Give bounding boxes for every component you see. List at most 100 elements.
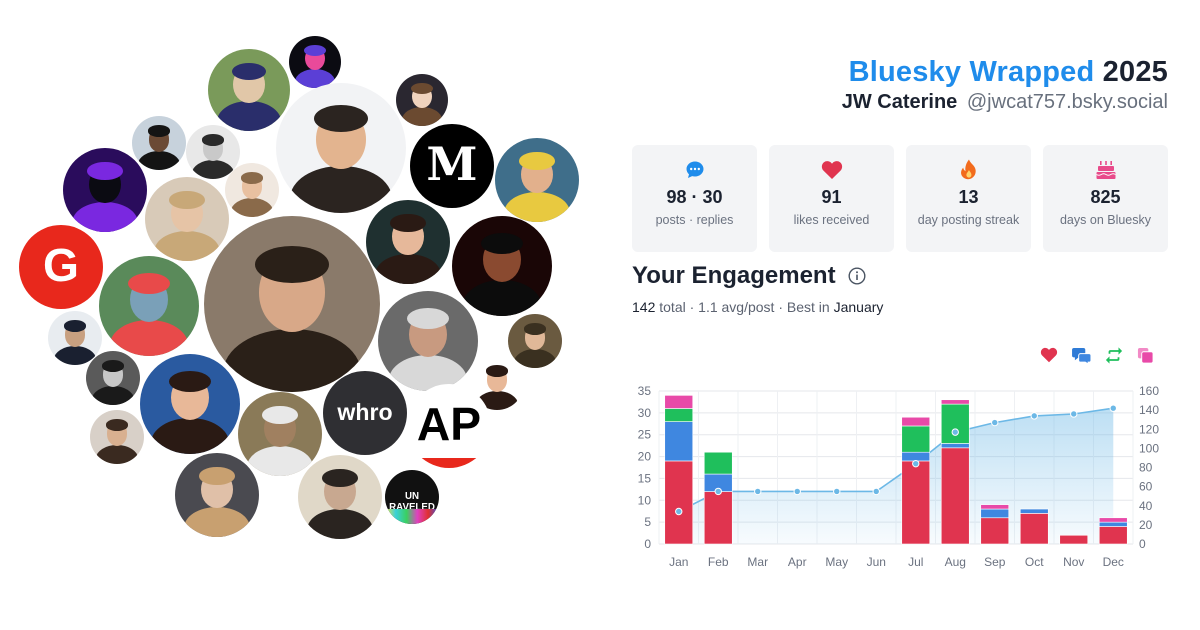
engagement-chart: 0 5 10 15 20 25 30 35 0 20 40 60 80 100 120 140 160 Jan Fe… bbox=[638, 384, 1160, 569]
bar-segment bbox=[1059, 534, 1089, 545]
avatar bbox=[508, 314, 562, 368]
avatar bbox=[225, 163, 279, 217]
y2-tick-label: 100 bbox=[1139, 441, 1159, 455]
avatar bbox=[470, 356, 524, 410]
bar-segment bbox=[1019, 508, 1049, 514]
cumulative-point bbox=[833, 487, 841, 496]
bar-segment bbox=[940, 443, 970, 449]
stat-label: days on Bluesky bbox=[1059, 213, 1152, 227]
y2-tick-label: 0 bbox=[1139, 537, 1146, 551]
bar-segment bbox=[901, 460, 931, 545]
heart-icon bbox=[769, 159, 894, 181]
y2-tick-label: 40 bbox=[1139, 499, 1153, 513]
avatar bbox=[495, 138, 579, 222]
avatar-logo: whro bbox=[323, 371, 407, 455]
bar-segment bbox=[980, 508, 1010, 519]
avatar bbox=[452, 216, 552, 316]
stat-label: likes received bbox=[793, 213, 870, 227]
avatar-logo-text: M bbox=[426, 137, 478, 192]
avatar bbox=[86, 351, 140, 405]
profile-line: JW Caterine @jwcat757.bsky.social bbox=[842, 91, 1168, 114]
bar-segment bbox=[703, 491, 733, 545]
engagement-summary: 142 total · 1.1 avg/post · Best in Janua… bbox=[632, 299, 884, 315]
repost-icon[interactable] bbox=[1105, 347, 1123, 364]
x-tick-label: Dec bbox=[1103, 555, 1124, 569]
stat-card-likes: 91 likes received bbox=[769, 145, 894, 252]
y-tick-label: 5 bbox=[644, 515, 651, 529]
avatar bbox=[208, 49, 290, 131]
title-brand: Bluesky Wrapped bbox=[848, 56, 1095, 88]
stat-cards: 98 · 30 posts · replies 91 likes receive… bbox=[632, 145, 1168, 252]
display-name: JW Caterine bbox=[841, 91, 958, 113]
avatar bbox=[396, 74, 448, 126]
best-month: January bbox=[833, 299, 884, 315]
engagement-heading: Your Engagement bbox=[632, 262, 866, 290]
y-tick-label: 0 bbox=[644, 537, 651, 551]
y-tick-label: 30 bbox=[638, 406, 652, 420]
y2-tick-label: 20 bbox=[1139, 518, 1153, 532]
avatar-logo: AP bbox=[407, 384, 491, 468]
avatar-logo: M bbox=[410, 124, 494, 208]
bar-segment bbox=[1098, 517, 1128, 523]
bar-segment bbox=[940, 403, 970, 444]
cumulative-point bbox=[793, 487, 801, 496]
cumulative-point bbox=[991, 418, 999, 427]
cumulative-point bbox=[912, 459, 920, 468]
page-title: Bluesky Wrapped 2025 bbox=[842, 56, 1168, 89]
bar-segment bbox=[901, 451, 931, 462]
bar-segment bbox=[664, 395, 694, 409]
y-tick-label: 10 bbox=[638, 493, 652, 507]
reply-icon[interactable] bbox=[1072, 347, 1091, 364]
avatar-logo: UN RAVELED bbox=[385, 470, 439, 524]
avatar bbox=[63, 148, 147, 232]
title-year: 2025 bbox=[1102, 56, 1168, 88]
engagement-total: 142 bbox=[632, 299, 656, 315]
bar-segment bbox=[703, 451, 733, 475]
x-tick-label: Sep bbox=[984, 555, 1006, 569]
engagement-total-word: total bbox=[659, 299, 686, 315]
bar-segment bbox=[980, 517, 1010, 545]
stat-card-posts: 98 · 30 posts · replies bbox=[632, 145, 757, 252]
x-tick-label: May bbox=[825, 555, 848, 569]
cumulative-line bbox=[678, 407, 1114, 513]
quote-icon[interactable] bbox=[1137, 347, 1154, 364]
avatar bbox=[186, 125, 240, 179]
avatar bbox=[48, 311, 102, 365]
stat-label: day posting streak bbox=[917, 213, 1020, 227]
avatar-logo-text: whro bbox=[337, 398, 393, 425]
avatar bbox=[99, 256, 199, 356]
x-tick-label: Aug bbox=[945, 555, 966, 569]
stat-value: 98 · 30 bbox=[666, 187, 723, 207]
bar-segment bbox=[901, 416, 931, 427]
y-tick-label: 15 bbox=[638, 471, 652, 485]
cumulative-point bbox=[675, 507, 683, 516]
chart-legend bbox=[1040, 347, 1154, 364]
heart-icon[interactable] bbox=[1040, 347, 1058, 363]
section-title: Your Engagement bbox=[632, 262, 836, 289]
y2-tick-label: 160 bbox=[1139, 384, 1159, 398]
avatar bbox=[204, 216, 380, 392]
cumulative-point bbox=[951, 428, 959, 436]
avatar bbox=[378, 291, 478, 391]
avatar bbox=[175, 453, 259, 537]
stat-card-days: 825 days on Bluesky bbox=[1043, 145, 1168, 252]
avatar bbox=[132, 116, 186, 170]
bar-segment bbox=[980, 504, 1010, 510]
bar-segment bbox=[1019, 513, 1049, 545]
info-icon[interactable] bbox=[848, 267, 866, 285]
avatar bbox=[289, 36, 341, 88]
flame-icon bbox=[906, 159, 1031, 181]
x-tick-label: Feb bbox=[708, 555, 729, 569]
user-handle: @jwcat757.bsky.social bbox=[966, 91, 1168, 113]
avatar bbox=[298, 455, 382, 539]
avatar-logo-text: UN RAVELED bbox=[389, 490, 435, 513]
bar-segment bbox=[664, 460, 694, 545]
bar-segment bbox=[940, 447, 970, 545]
cumulative-point bbox=[754, 487, 762, 496]
x-tick-label: Jun bbox=[867, 555, 886, 569]
x-tick-label: Mar bbox=[747, 555, 768, 569]
avatar-logo-text: AP bbox=[416, 398, 482, 451]
y2-tick-label: 120 bbox=[1139, 422, 1159, 436]
x-tick-label: Jan bbox=[669, 555, 688, 569]
bar-segment bbox=[664, 408, 694, 422]
